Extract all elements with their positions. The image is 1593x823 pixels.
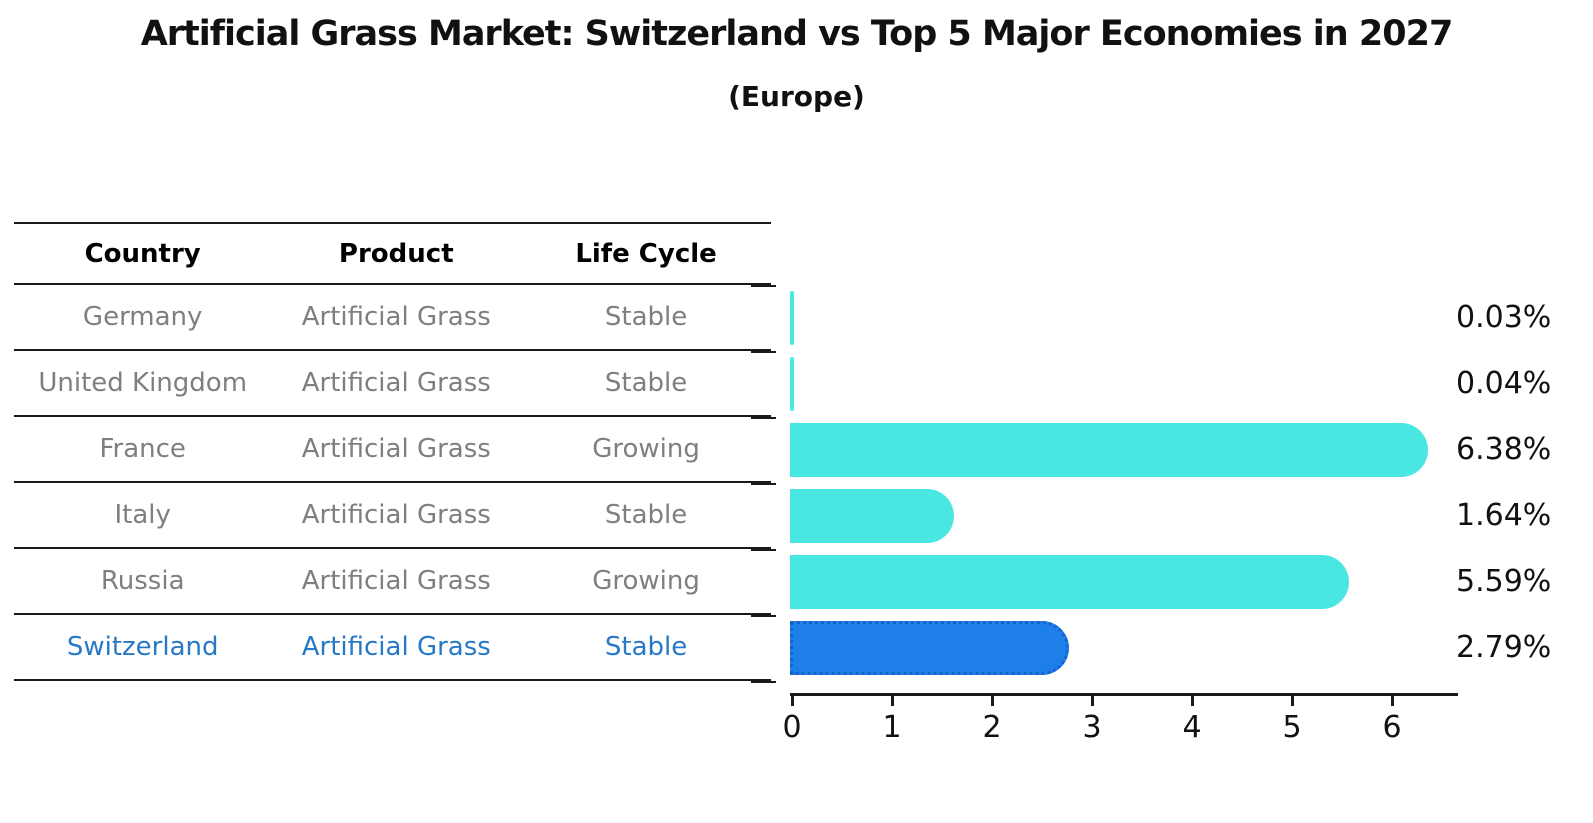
bar-russia <box>790 555 1349 609</box>
cell-product: Artificial Grass <box>301 632 491 662</box>
y-tick-5 <box>751 615 776 617</box>
bar-switzerland <box>790 621 1069 675</box>
table-row-germany: Germany Artificial Grass Stable <box>14 285 771 351</box>
column-header-country: Country <box>84 238 201 269</box>
bar-united-kingdom <box>790 357 794 411</box>
cell-life_cycle: Growing <box>592 434 700 464</box>
value-label-france: 6.38% <box>1456 432 1552 467</box>
x-tick-1 <box>891 696 894 706</box>
x-tick-label-3: 3 <box>1082 710 1102 745</box>
cell-product: Artificial Grass <box>301 434 491 464</box>
page-subtitle: (Europe) <box>728 80 865 113</box>
cell-country: France <box>99 434 186 464</box>
y-tick-2 <box>751 417 776 419</box>
cell-country: Switzerland <box>66 632 219 662</box>
table-row-italy: Italy Artificial Grass Stable <box>14 483 771 549</box>
x-tick-label-6: 6 <box>1382 710 1402 745</box>
x-tick-2 <box>991 696 994 706</box>
cell-product: Artificial Grass <box>301 500 491 530</box>
cell-country: Germany <box>82 302 203 332</box>
cell-country: United Kingdom <box>38 368 248 398</box>
y-tick-3 <box>751 483 776 485</box>
value-label-italy: 1.64% <box>1456 498 1552 533</box>
y-tick-6 <box>751 681 776 683</box>
x-tick-5 <box>1291 696 1294 706</box>
value-label-germany: 0.03% <box>1456 300 1552 335</box>
x-tick-0 <box>791 696 794 706</box>
x-tick-label-5: 5 <box>1282 710 1302 745</box>
bar-italy <box>790 489 954 543</box>
x-tick-6 <box>1391 696 1394 706</box>
y-tick-0 <box>751 285 776 287</box>
cell-product: Artificial Grass <box>301 302 491 332</box>
cell-life_cycle: Stable <box>604 632 688 662</box>
cell-life_cycle: Stable <box>604 302 688 332</box>
cell-country: Italy <box>114 500 171 530</box>
cell-country: Russia <box>100 566 185 596</box>
value-label-russia: 5.59% <box>1456 564 1552 599</box>
country-table: Country Product Life Cycle Germany Artifi… <box>14 222 771 681</box>
cell-product: Artificial Grass <box>301 566 491 596</box>
column-header-lifecycle: Life Cycle <box>575 238 717 269</box>
cell-life_cycle: Stable <box>604 500 688 530</box>
cell-product: Artificial Grass <box>301 368 491 398</box>
x-tick-label-2: 2 <box>982 710 1002 745</box>
x-axis-line <box>790 693 1458 696</box>
bar-france <box>790 423 1428 477</box>
x-tick-3 <box>1091 696 1094 706</box>
table-header-row: Country Product Life Cycle <box>14 224 771 285</box>
x-tick-label-0: 0 <box>782 710 802 745</box>
page-title: Artificial Grass Market: Switzerland vs … <box>140 14 1454 54</box>
column-header-product: Product <box>338 238 454 269</box>
table-row-united-kingdom: United Kingdom Artificial Grass Stable <box>14 351 771 417</box>
value-label-united-kingdom: 0.04% <box>1456 366 1552 401</box>
y-tick-1 <box>751 351 776 353</box>
table-row-france: France Artificial Grass Growing <box>14 417 771 483</box>
x-tick-label-1: 1 <box>882 710 902 745</box>
cell-life_cycle: Stable <box>604 368 688 398</box>
table-row-russia: Russia Artificial Grass Growing <box>14 549 771 615</box>
value-label-switzerland: 2.79% <box>1456 630 1552 665</box>
x-tick-4 <box>1191 696 1194 706</box>
y-tick-4 <box>751 549 776 551</box>
x-tick-label-4: 4 <box>1182 710 1202 745</box>
cell-life_cycle: Growing <box>592 566 700 596</box>
table-row-switzerland: Switzerland Artificial Grass Stable <box>14 615 771 681</box>
bar-germany <box>790 291 794 345</box>
